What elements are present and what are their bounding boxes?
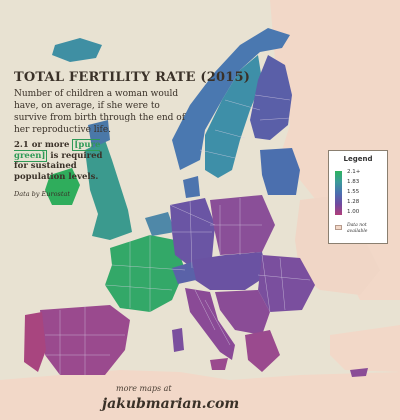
region-switzerland (172, 262, 196, 284)
region-borders (45, 94, 311, 375)
region-sardinia (172, 328, 184, 352)
map-title: TOTAL FERTILITY RATE (2015) (14, 70, 251, 85)
site-link[interactable]: jakubmarian.com (102, 396, 240, 412)
note-prefix: 2.1 or more (14, 140, 73, 150)
region-france (105, 235, 185, 312)
region-central (192, 252, 268, 290)
turkey-area (330, 325, 400, 372)
region-germany (170, 198, 215, 268)
legend: Legend 2.1+ 1.83 1.55 1.28 1.00 Data not… (328, 150, 388, 244)
legend-tick-4: 1.00 (347, 209, 360, 215)
note-highlight: [pure green] (14, 139, 101, 162)
legend-tick-0: 2.1+ (347, 169, 361, 175)
region-benelux (145, 212, 175, 236)
note-suffix: is required for sustained population lev… (14, 150, 103, 182)
legend-no-data-swatch (335, 225, 342, 230)
map-subtitle: Number of children a woman would have, o… (14, 89, 186, 135)
region-britain (85, 140, 132, 240)
legend-tick-2: 1.55 (347, 189, 360, 195)
more-maps-text: more maps at (116, 384, 172, 393)
legend-gradient (335, 171, 342, 215)
region-sweden (205, 55, 262, 178)
data-source: Data by Eurostat (14, 190, 70, 198)
region-greece (245, 330, 280, 372)
region-iceland (52, 38, 102, 62)
region-ireland (45, 168, 80, 205)
legend-title: Legend (343, 155, 373, 163)
region-romania (258, 255, 315, 312)
north-africa-area (0, 370, 400, 420)
region-cyprus (350, 368, 368, 377)
region-portugal (24, 312, 46, 372)
legend-no-data-label: Data not available (347, 223, 368, 234)
region-denmark (183, 176, 200, 198)
region-norway (172, 28, 290, 170)
legend-tick-3: 1.28 (347, 199, 360, 205)
region-scotland (88, 120, 110, 148)
region-italy (185, 288, 235, 360)
region-sicily (210, 358, 228, 370)
legend-tick-1: 1.83 (347, 179, 360, 185)
belarus-ukraine-area (295, 195, 380, 295)
replacement-note: 2.1 or more [pure green] is required for… (14, 139, 106, 182)
region-balkans (215, 290, 270, 335)
region-baltics (260, 148, 300, 195)
